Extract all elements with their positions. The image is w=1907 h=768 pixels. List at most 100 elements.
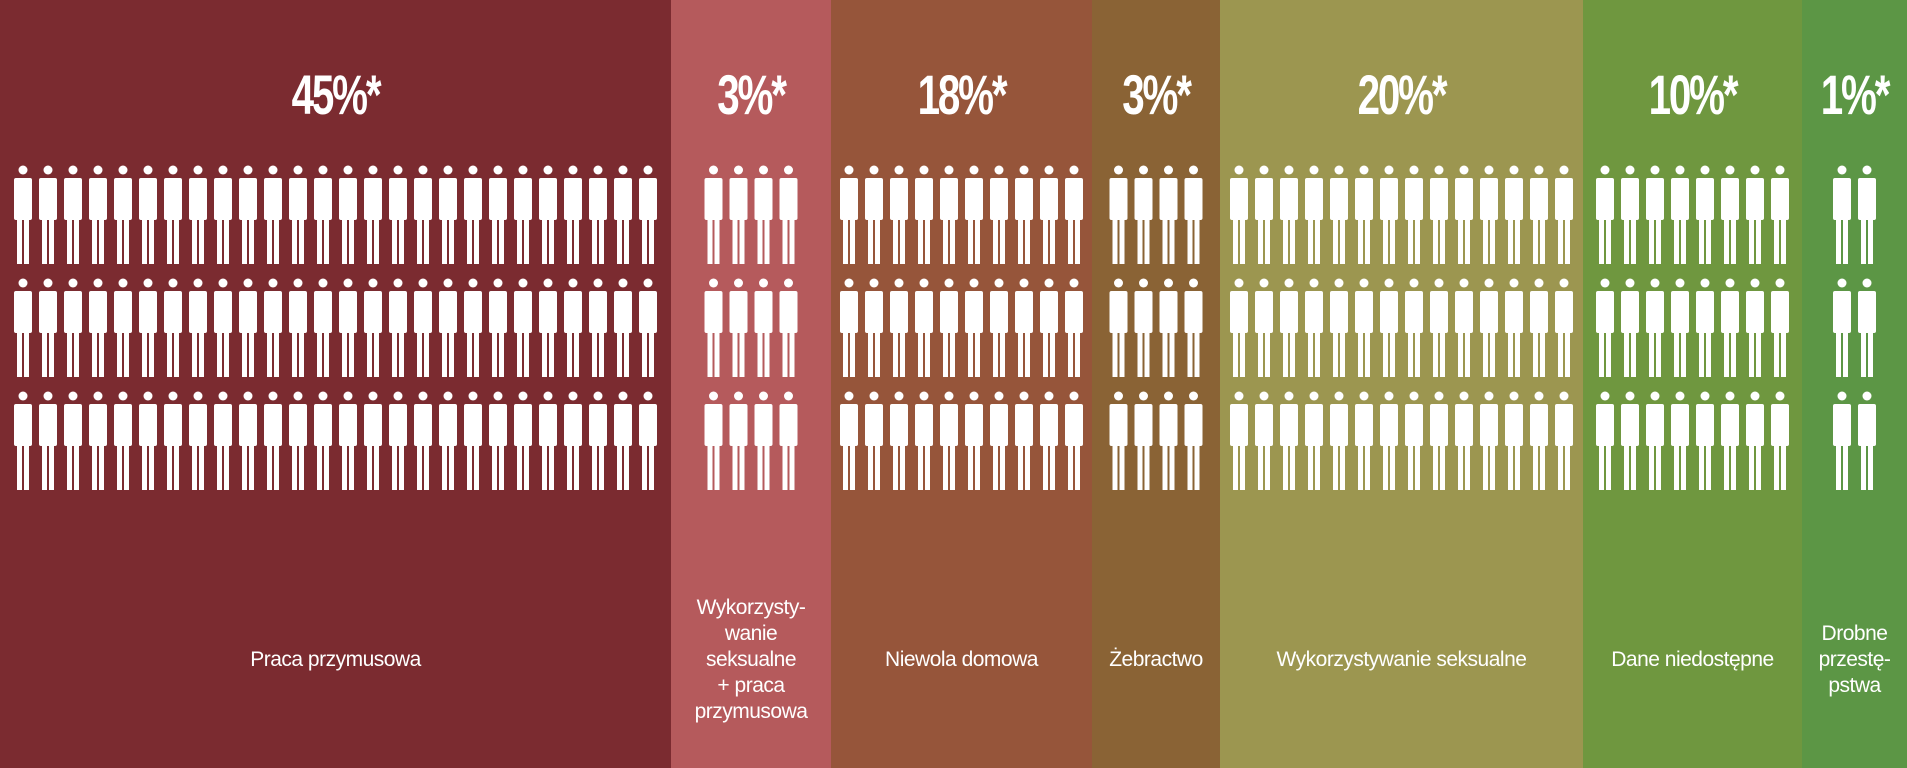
icon-body	[314, 291, 332, 333]
icon-body	[264, 291, 282, 333]
icon-head	[1862, 391, 1872, 401]
icon-head	[618, 391, 628, 401]
icon-leg	[1599, 218, 1604, 264]
icon-leg	[968, 218, 973, 264]
icon-leg	[843, 218, 848, 264]
icon-body	[414, 178, 432, 220]
icon-body	[1184, 178, 1203, 220]
icon-leg	[449, 444, 454, 490]
icon-body	[614, 291, 632, 333]
icon-leg	[975, 218, 980, 264]
icon-leg	[542, 331, 547, 377]
icon-body	[539, 178, 557, 220]
icon-body	[539, 291, 557, 333]
icon-leg	[918, 444, 923, 490]
icon-leg	[142, 444, 147, 490]
icon-head	[93, 278, 103, 288]
icon-leg	[367, 218, 372, 264]
icon-body	[1015, 178, 1033, 220]
icon-body	[14, 404, 32, 446]
icon-body	[1380, 404, 1398, 446]
icon-body	[1355, 404, 1373, 446]
icon-leg	[167, 331, 172, 377]
icon-head	[568, 278, 578, 288]
icon-leg	[374, 444, 379, 490]
icon-leg	[242, 444, 247, 490]
icon-body	[1858, 291, 1876, 333]
icon-head	[493, 278, 503, 288]
icon-body	[139, 291, 157, 333]
icon-leg	[782, 444, 788, 490]
icon-leg	[1408, 218, 1413, 264]
icon-leg	[624, 331, 629, 377]
icon-leg	[499, 218, 504, 264]
icon-body	[865, 291, 883, 333]
category-column: 1%* Drobne przestę- pstwa	[1802, 0, 1907, 768]
icon-head	[1862, 165, 1872, 175]
icon-leg	[1706, 218, 1711, 264]
icon-body	[64, 178, 82, 220]
icon-leg	[267, 331, 272, 377]
icon-leg	[943, 444, 948, 490]
icon-leg	[1706, 444, 1711, 490]
icon-leg	[492, 444, 497, 490]
category-column: 20%* Wykorzystywanie seksualne	[1220, 0, 1583, 768]
icon-head	[994, 165, 1004, 175]
icon-head	[759, 165, 768, 175]
icon-body	[464, 404, 482, 446]
icon-leg	[442, 331, 447, 377]
icon-head	[1139, 165, 1148, 175]
icon-leg	[1265, 218, 1270, 264]
icon-leg	[1749, 218, 1754, 264]
icon-head	[118, 391, 128, 401]
icon-leg	[424, 218, 429, 264]
icon-head	[43, 391, 53, 401]
icon-body	[1280, 291, 1298, 333]
icon-head	[493, 165, 503, 175]
icon-leg	[67, 331, 72, 377]
icon-leg	[975, 331, 980, 377]
icon-leg	[1656, 331, 1661, 377]
icon-leg	[1408, 444, 1413, 490]
category-column: 3%* Żebractwo	[1092, 0, 1220, 768]
icon-head	[318, 165, 328, 175]
icon-head	[1409, 391, 1419, 401]
icon-leg	[1144, 218, 1150, 264]
icon-leg	[1000, 444, 1005, 490]
icon-body	[1109, 404, 1128, 446]
icon-head	[709, 391, 718, 401]
icon-body	[39, 404, 57, 446]
icon-body	[1621, 291, 1639, 333]
icon-leg	[1258, 218, 1263, 264]
icon-leg	[1283, 444, 1288, 490]
icon-body	[464, 291, 482, 333]
icon-body	[1530, 291, 1548, 333]
icon-head	[1837, 391, 1847, 401]
icon-head	[18, 278, 28, 288]
icon-head	[944, 165, 954, 175]
icon-leg	[1868, 444, 1873, 490]
icon-body	[189, 404, 207, 446]
icon-body	[1455, 291, 1473, 333]
icon-leg	[757, 218, 763, 264]
icon-leg	[1749, 444, 1754, 490]
icon-body	[1305, 291, 1323, 333]
icon-head	[543, 391, 553, 401]
icon-head	[1559, 165, 1569, 175]
icon-leg	[1043, 444, 1048, 490]
icon-head	[568, 391, 578, 401]
icon-body	[1280, 404, 1298, 446]
icon-head	[1625, 278, 1635, 288]
icon-body	[189, 291, 207, 333]
icon-leg	[449, 218, 454, 264]
icon-leg	[42, 444, 47, 490]
icon-body	[1833, 291, 1851, 333]
icon-head	[1534, 391, 1544, 401]
icon-body	[779, 291, 798, 333]
icon-head	[994, 391, 1004, 401]
icon-head	[168, 165, 178, 175]
icon-head	[1234, 391, 1244, 401]
icon-leg	[950, 331, 955, 377]
icon-body	[464, 178, 482, 220]
icon-head	[1164, 391, 1173, 401]
